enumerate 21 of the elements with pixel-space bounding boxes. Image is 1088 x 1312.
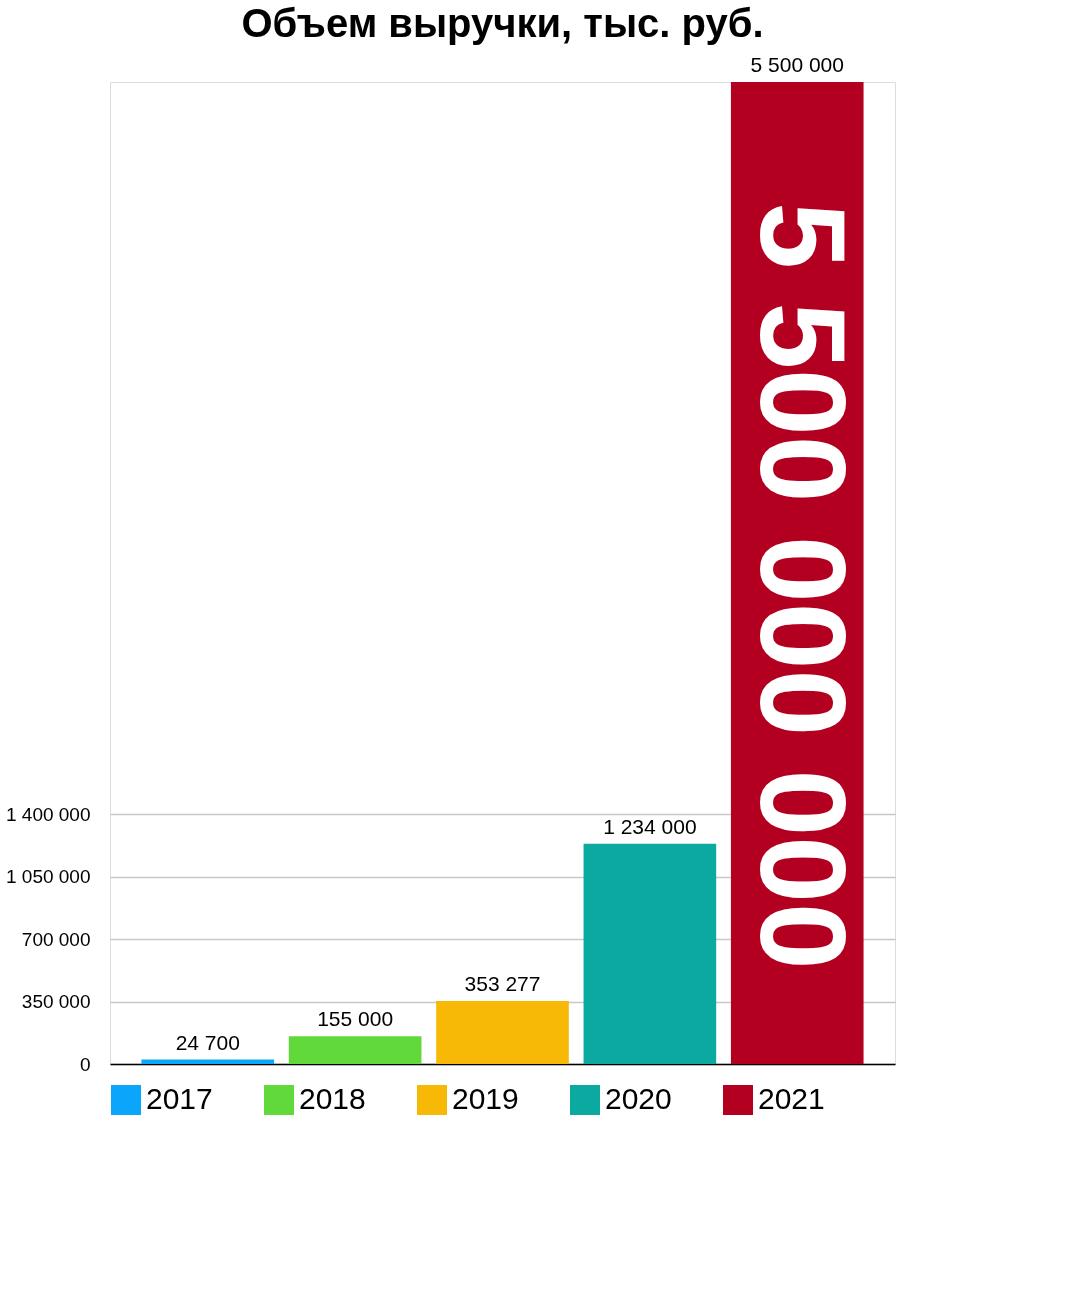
y-tick-label: 1 050 000 bbox=[5, 866, 91, 888]
data-label: 1 234 000 bbox=[603, 814, 697, 838]
data-label: 24 700 bbox=[175, 1030, 240, 1054]
y-tick-label: 700 000 bbox=[21, 928, 91, 950]
data-label: 353 277 bbox=[464, 971, 541, 995]
bar bbox=[583, 843, 717, 1064]
data-label: 5 500 000 bbox=[750, 53, 844, 76]
data-label: 155 000 bbox=[317, 1007, 394, 1031]
bar bbox=[436, 1000, 569, 1064]
legend-label: 2021 bbox=[758, 1082, 825, 1115]
chart-title: Объем выручки, тыс. руб. bbox=[241, 1, 764, 45]
annotation: 5 500 000 000 bbox=[736, 202, 871, 970]
y-tick-label: 1 400 000 bbox=[5, 803, 91, 825]
bar bbox=[288, 1036, 422, 1064]
legend-label: 2020 bbox=[605, 1082, 672, 1115]
legend-label: 2018 bbox=[299, 1082, 366, 1115]
legend-label: 2017 bbox=[146, 1082, 213, 1115]
y-tick-label: 0 bbox=[79, 1053, 91, 1075]
legend-label: 2019 bbox=[452, 1082, 519, 1115]
bar bbox=[141, 1059, 275, 1064]
y-tick-label: 350 000 bbox=[21, 991, 91, 1013]
